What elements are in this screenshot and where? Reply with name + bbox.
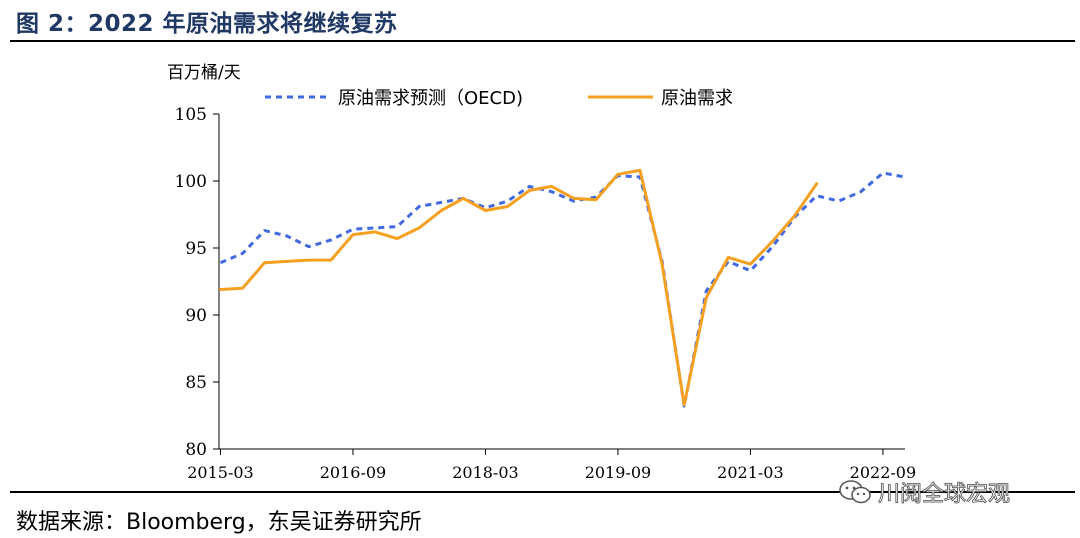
y-unit-label: 百万桶/天 <box>167 63 241 83</box>
top-rule <box>10 40 1075 42</box>
x-tick-label: 2022-09 <box>850 463 916 482</box>
y-tick-label: 90 <box>185 306 207 326</box>
legend-label-2: 原油需求 <box>661 88 733 109</box>
x-tick-label: 2021-03 <box>717 463 783 482</box>
source-note: 数据来源：Bloomberg，东吴证券研究所 <box>16 510 422 535</box>
y-tick-label: 100 <box>175 172 207 192</box>
watermark: 川阅全球宏观 <box>838 476 1010 508</box>
watermark-text: 川阅全球宏观 <box>878 482 1011 508</box>
bottom-rule <box>10 491 1075 493</box>
y-tick-label: 80 <box>185 440 207 460</box>
y-tick-label: 95 <box>185 239 207 259</box>
legend-label-1: 原油需求预测（OECD) <box>338 88 523 109</box>
series-line-2 <box>219 168 819 407</box>
y-tick-label: 105 <box>175 105 207 125</box>
x-tick-label: 2015-03 <box>187 463 253 482</box>
x-tick-label: 2018-03 <box>452 463 518 482</box>
x-tick-label: 2016-09 <box>320 463 386 482</box>
x-tick-label: 2019-09 <box>585 463 651 482</box>
wechat-icon <box>839 480 871 504</box>
y-tick-label: 85 <box>185 373 207 393</box>
figure-title: 图 2：2022 年原油需求将继续复苏 <box>16 11 398 37</box>
series-line-1 <box>219 171 906 408</box>
